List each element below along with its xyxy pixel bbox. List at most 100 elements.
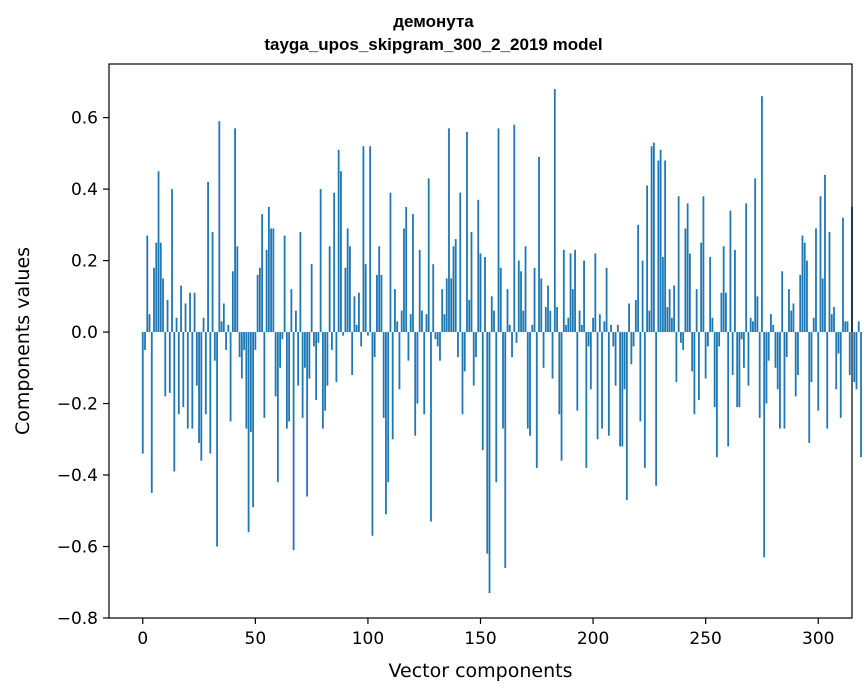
bar-284 <box>781 271 784 333</box>
bar-192 <box>574 249 576 333</box>
bar-132 <box>439 332 441 361</box>
bar-259 <box>725 292 727 333</box>
bar-205 <box>603 321 606 333</box>
bar-88 <box>340 171 342 333</box>
bar-106 <box>380 274 383 333</box>
y-tick-label: 0.4 <box>71 180 98 200</box>
bar-232 <box>664 160 667 333</box>
bar-138 <box>452 246 455 333</box>
bar-167 <box>517 260 520 333</box>
bar-33 <box>216 332 218 547</box>
bar-229 <box>657 160 660 333</box>
bar-158 <box>497 128 500 333</box>
bar-200 <box>592 317 594 333</box>
bar-280 <box>772 324 775 333</box>
bar-10 <box>164 332 167 397</box>
bar-292 <box>799 274 802 333</box>
bar-226 <box>650 146 653 333</box>
bar-146 <box>470 231 473 333</box>
bar-150 <box>479 253 482 333</box>
bar-264 <box>736 332 739 408</box>
bar-188 <box>565 324 567 333</box>
bar-54 <box>263 332 266 418</box>
bar-91 <box>346 228 349 333</box>
bar-123 <box>418 249 421 333</box>
bar-16 <box>177 332 180 415</box>
bar-222 <box>641 260 644 333</box>
bar-2 <box>146 235 149 333</box>
bar-268 <box>745 203 748 333</box>
bar-224 <box>646 185 649 333</box>
bar-0 <box>141 332 144 454</box>
bar-82 <box>326 332 329 386</box>
bar-107 <box>382 332 385 418</box>
bar-316 <box>853 332 856 383</box>
bar-39 <box>229 332 232 422</box>
bar-44 <box>240 332 243 379</box>
bar-176 <box>538 156 540 333</box>
bar-223 <box>643 332 646 468</box>
chart-title-line-2: tayga_upos_skipgram_300_2_2019 model <box>264 35 603 54</box>
bar-28 <box>204 332 207 415</box>
bar-299 <box>815 228 817 333</box>
bar-89 <box>342 332 345 336</box>
bar-210 <box>614 332 617 386</box>
bar-301 <box>819 196 822 333</box>
bar-96 <box>358 292 360 333</box>
bar-295 <box>806 260 808 333</box>
bar-9 <box>162 278 164 333</box>
bar-119 <box>409 314 412 333</box>
x-tick-label: 0 <box>137 629 148 649</box>
bar-230 <box>659 149 662 333</box>
bar-46 <box>245 332 248 429</box>
bar-95 <box>355 324 358 333</box>
bar-265 <box>738 332 741 408</box>
bar-212 <box>619 332 621 447</box>
bar-14 <box>173 332 176 472</box>
bar-20 <box>186 332 189 429</box>
bar-238 <box>677 196 680 333</box>
bar-202 <box>596 332 599 440</box>
bar-274 <box>758 332 761 418</box>
bar-35 <box>220 321 223 333</box>
bar-141 <box>459 192 462 333</box>
bar-56 <box>267 206 270 333</box>
bar-99 <box>364 264 367 333</box>
bar-52 <box>258 267 261 333</box>
bar-75 <box>310 264 313 333</box>
bar-311 <box>842 217 844 333</box>
bar-313 <box>846 321 849 333</box>
bar-169 <box>522 310 525 333</box>
bar-245 <box>693 332 696 415</box>
bar-116 <box>403 228 405 333</box>
bar-182 <box>551 332 554 379</box>
bar-308 <box>835 332 838 390</box>
bar-series <box>141 89 862 593</box>
bar-131 <box>436 332 439 347</box>
bar-118 <box>407 332 410 361</box>
bar-148 <box>475 332 477 358</box>
bar-135 <box>445 278 448 333</box>
bar-290 <box>794 332 797 397</box>
plot-frame <box>108 63 853 619</box>
bar-204 <box>601 332 603 429</box>
bar-29 <box>207 181 209 333</box>
bar-100 <box>367 332 369 336</box>
bar-254 <box>713 332 716 408</box>
bar-104 <box>376 274 378 333</box>
bar-242 <box>686 203 689 333</box>
bar-227 <box>652 142 655 333</box>
bar-277 <box>765 332 768 404</box>
bar-34 <box>218 121 221 333</box>
bar-166 <box>515 332 518 343</box>
bar-186 <box>560 332 563 461</box>
bar-199 <box>589 332 592 390</box>
bar-267 <box>743 332 745 368</box>
bar-206 <box>605 267 608 333</box>
bar-5 <box>153 267 155 333</box>
bar-168 <box>520 271 522 333</box>
bar-171 <box>526 332 529 429</box>
bar-233 <box>666 307 669 333</box>
bar-49 <box>252 332 254 508</box>
